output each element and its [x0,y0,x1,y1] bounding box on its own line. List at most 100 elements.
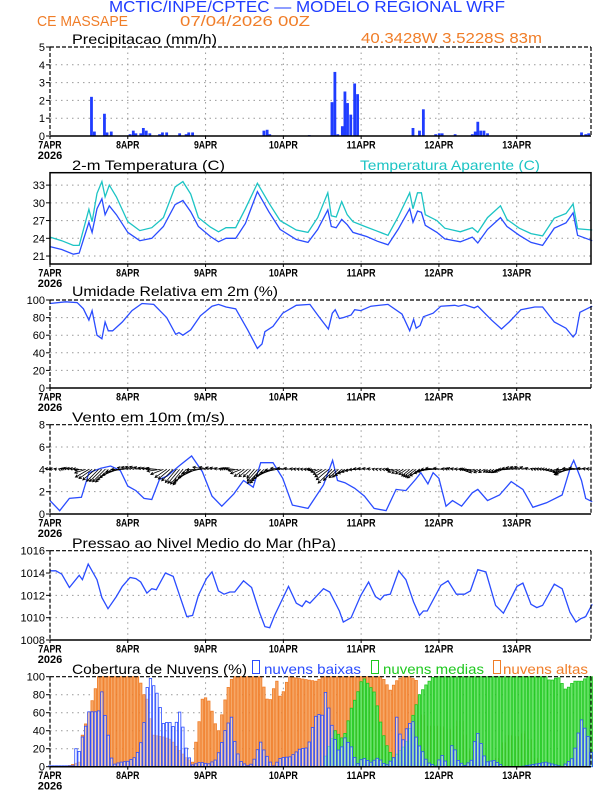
cloud-bar-nuvens-baixas [187,757,191,768]
cloud-bar-nuvens-baixas [80,736,85,768]
cloud-bar-nuvens-baixas [401,739,405,768]
cloud-bar-nuvens-baixas [291,754,295,768]
wind-vector-arrow [453,467,459,471]
legend-high-clouds-swatch [493,660,501,674]
cloud-bar-nuvens-medias [485,676,490,768]
cloud-bar-nuvens-medias [385,745,389,768]
precip-bar [476,121,480,136]
cloud-bar-nuvens-medias [362,678,366,768]
precip-bar [128,134,132,136]
wind-vector-arrow [440,467,446,471]
precip-panel-title: Precipitacao (mm/h) [72,31,217,47]
x-tick-label: 11APR [347,140,376,152]
cloud-bar-nuvens-altas [288,676,292,768]
precip-bar [134,133,138,136]
wind-vector-arrow [378,467,382,472]
wind-vector-arrow [331,469,342,478]
cloud-bar-nuvens-baixas [576,732,580,768]
pressure-plot-area [50,562,593,629]
wind-vector-arrow [53,467,58,472]
cloud-bar-nuvens-medias [560,683,564,768]
cloud-bar-nuvens-baixas [135,752,140,768]
cloud-bar-nuvens-baixas [178,711,182,768]
line-series-2-m-temperatura-c [49,190,593,255]
y-tick-label: 1016 [21,546,45,558]
y-tick-label: 20 [33,744,45,756]
line-series-umidade-relativa [49,301,593,350]
wind-vector-arrow [394,469,404,475]
cloud-bar-nuvens-baixas [579,719,584,768]
cloud-bar-nuvens-baixas [417,745,422,768]
cloud-bar-nuvens-medias [466,676,470,768]
x-tick-label: 9APR [194,518,217,530]
cloud-bar-nuvens-baixas [310,727,315,768]
wind-vector-arrow [299,467,304,472]
cloud-bar-nuvens-baixas [353,757,357,768]
cloud-bar-nuvens-medias [492,676,496,768]
cloud-bar-nuvens-baixas [216,752,221,768]
x-tick-label: 9APR [194,268,217,280]
wind-panel: 0 2 4 6 8 7APR 8APR 9APR 10APR 11APR 12APR 13APR 202… [38,420,593,540]
wind-vector-arrow [154,469,167,478]
wind-vector-arrow [161,469,174,482]
cloud-bar-nuvens-baixas [398,733,402,768]
wind-vector-arrow [227,468,239,473]
cloud-bar-nuvens-altas [109,676,114,768]
y-tick-label: 6 [39,442,45,454]
cloud-bar-nuvens-baixas [469,759,473,768]
wind-vector-arrow [509,465,521,470]
precip-bar [105,132,109,136]
wind-vector-arrow [552,468,572,474]
cloud-bar-nuvens-medias [521,676,525,768]
cloud-bar-nuvens-baixas [174,721,178,768]
wind-vector-arrow [89,469,103,483]
cloud-bar-nuvens-baixas [414,736,418,768]
y-tick-label: 4 [39,60,45,72]
cloud-bar-nuvens-baixas [482,755,486,768]
y-tick-label: 1010 [21,613,45,625]
cloud-bar-nuvens-baixas [443,760,447,768]
wind-vector-arrow [246,469,261,485]
y-tick-label: 27 [33,216,45,228]
y-tick-label: 8 [39,420,45,432]
x-tick-label: 8APR [116,770,139,782]
cloud-bar-nuvens-medias [495,676,499,768]
station-coordinates: 40.3428W 3.5228S 83m [361,30,542,47]
wind-vector-arrow [74,469,90,478]
wind-vector-arrow [149,468,164,476]
cloud-bar-nuvens-medias [460,676,464,768]
wind-vector-arrow [192,465,206,470]
wind-vector-arrow [82,469,96,481]
x-tick-label: 11APR [347,268,376,280]
cloud-bar-nuvens-baixas [472,741,477,768]
wind-vector-arrow [110,467,125,472]
cloud-bar-nuvens-baixas [301,748,305,768]
precip-bar [479,130,483,136]
x-tick-label: 13APR [502,392,531,404]
cloud-bar-nuvens-baixas [346,742,350,768]
cloud-bar-nuvens-baixas [223,730,227,768]
cloud-bar-nuvens-medias [508,676,512,768]
cloud-bar-nuvens-medias [372,691,376,768]
x-tick-label: 12APR [424,770,453,782]
precip-bar [356,94,359,136]
wind-vector-arrow [289,467,294,471]
cloud-bar-nuvens-altas [126,676,130,768]
wind-vector-arrow [204,466,213,470]
wind-vector-arrow [157,469,171,480]
wind-vector-arrow [348,467,358,472]
x-tick-label: 11APR [347,392,376,404]
cloud-bar-nuvens-medias [498,676,503,768]
wind-vector-arrow [246,469,258,482]
cloud-bar-nuvens-medias [434,676,438,768]
humidity-plot-area [49,301,593,350]
legend-mid-clouds: nuvens medias [383,661,484,677]
precip-bar [148,133,152,136]
wind-vector-arrow [296,467,300,472]
wind-vector-arrow [73,468,86,474]
cloud-bar-nuvens-medias [382,735,386,768]
wind-vector-arrow [477,469,485,473]
cloud-bar-nuvens-baixas [100,691,104,768]
cloud-bar-nuvens-baixas [148,678,153,768]
